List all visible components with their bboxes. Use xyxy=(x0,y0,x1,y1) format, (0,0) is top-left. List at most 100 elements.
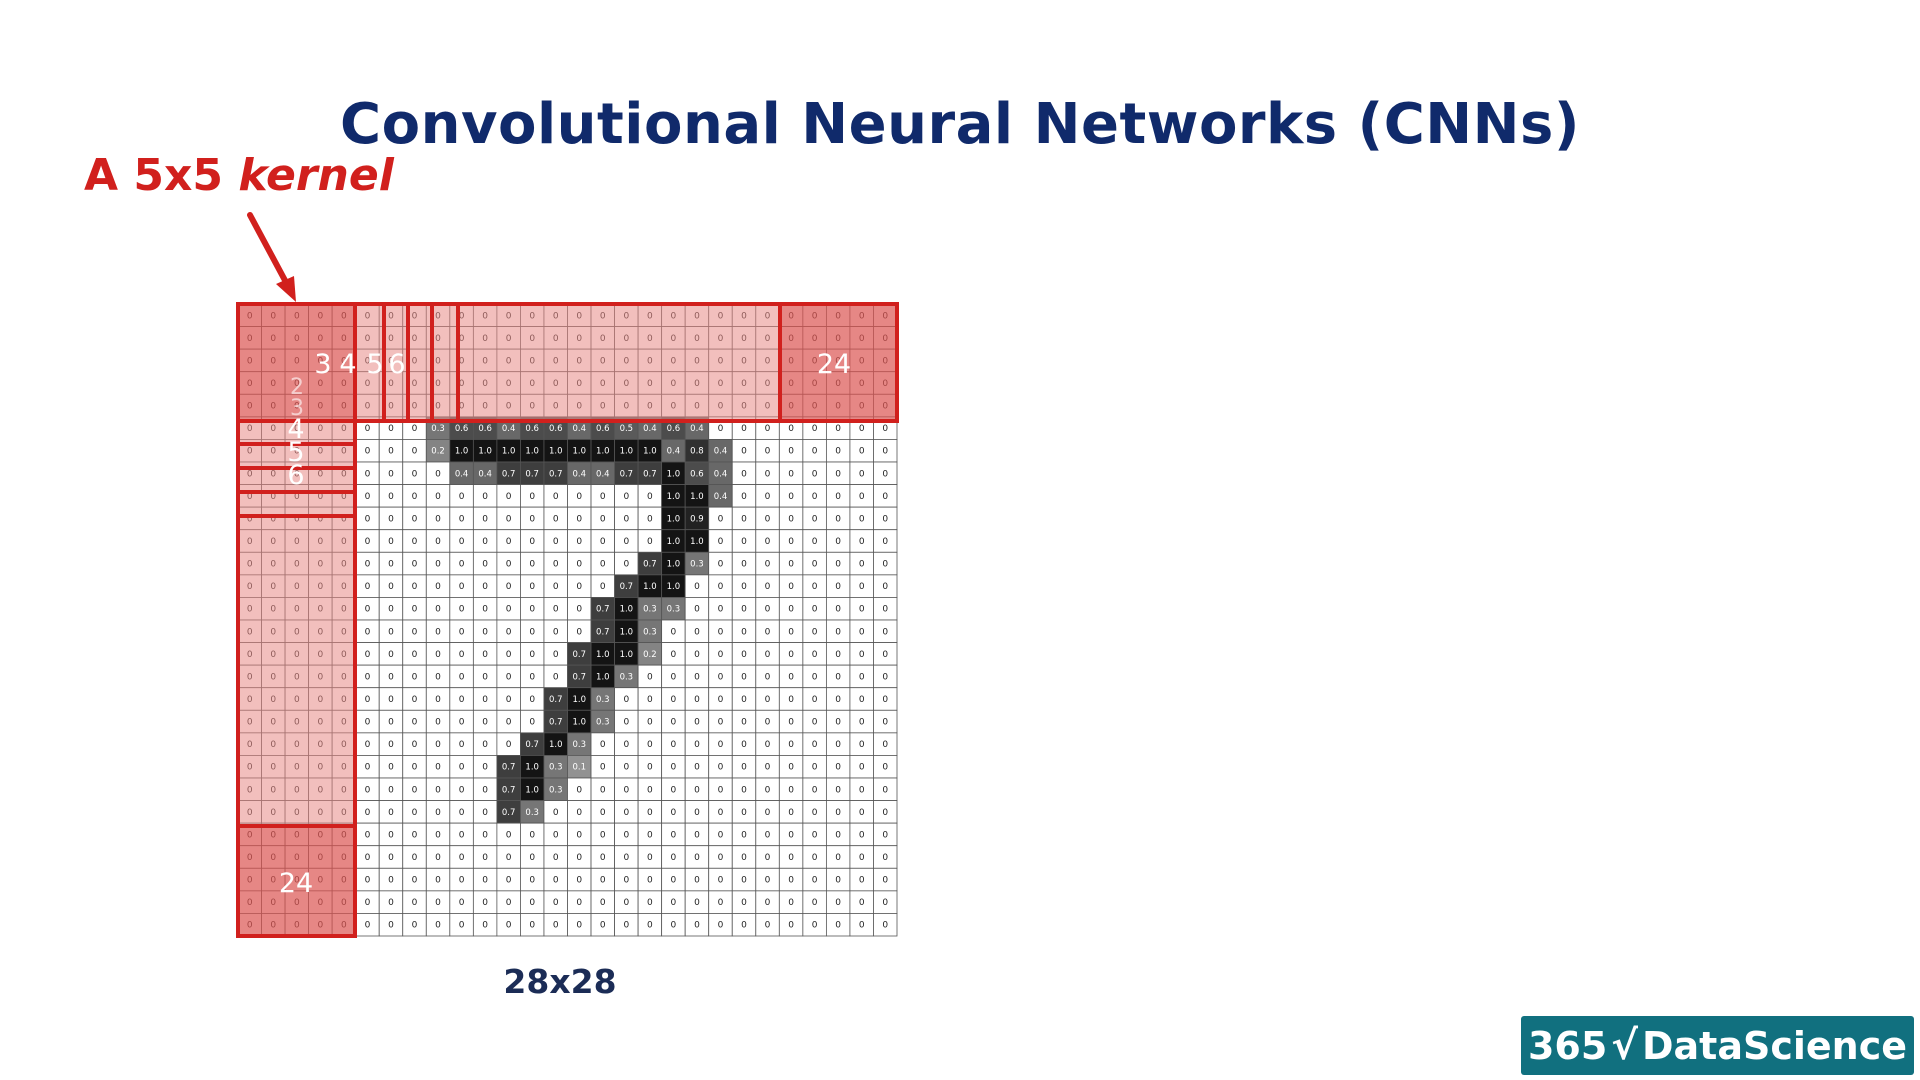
grid-cell-value: 0 xyxy=(365,672,371,682)
kernel-block-top-left xyxy=(238,304,355,421)
checkmark-icon: √ xyxy=(1611,1022,1638,1069)
grid-cell-value: 0 xyxy=(435,672,441,682)
grid-cell-value: 0 xyxy=(882,650,888,660)
grid-cell-value: 0 xyxy=(882,672,888,682)
grid-cell-value: 0.6 xyxy=(525,424,539,434)
grid-size-caption: 28x28 xyxy=(503,962,617,1001)
grid-cell-value: 0 xyxy=(694,650,700,660)
grid-cell-value: 0 xyxy=(388,469,394,479)
column-step-label: 5 xyxy=(287,437,304,468)
grid-cell-value: 0 xyxy=(718,672,724,682)
grid-cell-value: 0 xyxy=(765,650,771,660)
grid-cell-value: 0 xyxy=(718,605,724,615)
grid-cell-value: 0 xyxy=(623,808,629,818)
grid-cell-value: 0 xyxy=(365,492,371,502)
grid-cell-value: 0 xyxy=(529,492,535,502)
grid-cell-value: 0 xyxy=(412,650,418,660)
grid-cell-value: 0 xyxy=(741,447,747,457)
grid-cell-value: 0.4 xyxy=(714,492,728,502)
grid-cell-value: 0 xyxy=(741,785,747,795)
grid-cell-value: 0 xyxy=(694,853,700,863)
grid-cell-value: 0 xyxy=(553,582,559,592)
grid-cell-value: 0 xyxy=(553,853,559,863)
grid-cell-value: 0 xyxy=(882,605,888,615)
grid-cell-value: 0 xyxy=(365,718,371,728)
grid-cell-value: 0 xyxy=(435,650,441,660)
grid-cell-value: 0 xyxy=(882,514,888,524)
grid-cell-value: 0 xyxy=(812,718,818,728)
grid-cell-value: 0 xyxy=(835,537,841,547)
grid-cell-value: 0 xyxy=(859,921,865,931)
grid-cell-value: 0 xyxy=(765,718,771,728)
grid-cell-value: 0 xyxy=(859,898,865,908)
grid-cell-value: 0 xyxy=(553,672,559,682)
grid-cell-value: 0 xyxy=(412,627,418,637)
grid-cell-value: 0 xyxy=(741,921,747,931)
grid-cell-value: 0 xyxy=(812,447,818,457)
grid-cell-value: 1.0 xyxy=(596,650,610,660)
grid-cell-value: 0 xyxy=(553,605,559,615)
grid-cell-value: 0 xyxy=(576,582,582,592)
grid-cell-value: 0 xyxy=(459,808,465,818)
kernel-arrow-head xyxy=(276,276,296,302)
grid-cell-value: 0 xyxy=(412,763,418,773)
grid-cell-value: 0 xyxy=(553,627,559,637)
grid-cell-value: 0.4 xyxy=(502,424,516,434)
grid-cell-value: 0 xyxy=(576,560,582,570)
grid-cell-value: 0 xyxy=(741,492,747,502)
grid-cell-value: 0 xyxy=(365,853,371,863)
grid-cell-value: 0 xyxy=(741,582,747,592)
grid-cell-value: 0 xyxy=(506,650,512,660)
grid-cell-value: 0 xyxy=(671,718,677,728)
column-step-label: 6 xyxy=(287,460,304,491)
grid-cell-value: 0 xyxy=(482,582,488,592)
page-title: Convolutional Neural Networks (CNNs) xyxy=(340,92,1580,157)
grid-cell-value: 0 xyxy=(765,695,771,705)
grid-cell-value: 0 xyxy=(529,921,535,931)
grid-cell-value: 0 xyxy=(623,740,629,750)
grid-cell-value: 0 xyxy=(765,514,771,524)
grid-cell-value: 0 xyxy=(576,876,582,886)
grid-cell-value: 0 xyxy=(835,605,841,615)
grid-cell-value: 0 xyxy=(529,718,535,728)
grid-cell-value: 0 xyxy=(388,808,394,818)
grid-cell-value: 0 xyxy=(600,830,606,840)
grid-cell-value: 0 xyxy=(365,514,371,524)
grid-cell-value: 0 xyxy=(812,424,818,434)
grid-cell-value: 0 xyxy=(435,605,441,615)
grid-cell-value: 0 xyxy=(435,492,441,502)
grid-cell-value: 1.0 xyxy=(667,560,681,570)
column-step-label: 3 xyxy=(290,396,304,421)
grid-cell-value: 0 xyxy=(694,672,700,682)
grid-cell-value: 0 xyxy=(412,672,418,682)
grid-cell-value: 0.6 xyxy=(478,424,492,434)
grid-cell-value: 0.4 xyxy=(714,447,728,457)
grid-cell-value: 0 xyxy=(694,740,700,750)
grid-cell-value: 0 xyxy=(388,560,394,570)
grid-cell-value: 0 xyxy=(812,560,818,570)
grid-cell-value: 0 xyxy=(835,808,841,818)
grid-cell-value: 0 xyxy=(365,605,371,615)
column-step-label: 24 xyxy=(279,868,313,899)
grid-cell-value: 0 xyxy=(506,740,512,750)
grid-cell-value: 0 xyxy=(718,785,724,795)
grid-cell-value: 0 xyxy=(482,492,488,502)
grid-cell-value: 0 xyxy=(694,627,700,637)
grid-cell-value: 0.7 xyxy=(549,718,563,728)
grid-cell-value: 0 xyxy=(529,537,535,547)
grid-cell-value: 0 xyxy=(812,492,818,502)
grid-cell-value: 1.0 xyxy=(620,447,634,457)
grid-cell-value: 0 xyxy=(718,853,724,863)
grid-cell-value: 0.6 xyxy=(690,469,704,479)
grid-cell-value: 0 xyxy=(576,785,582,795)
grid-cell-value: 0 xyxy=(788,718,794,728)
grid-cell-value: 0 xyxy=(882,492,888,502)
grid-cell-value: 0 xyxy=(600,785,606,795)
grid-cell-value: 0 xyxy=(459,650,465,660)
grid-cell-value: 0 xyxy=(459,830,465,840)
grid-cell-value: 0.9 xyxy=(690,514,704,524)
grid-cell-value: 1.0 xyxy=(573,695,587,705)
grid-cell-value: 0 xyxy=(882,830,888,840)
grid-cell-value: 0 xyxy=(600,763,606,773)
grid-cell-value: 0.7 xyxy=(502,763,516,773)
